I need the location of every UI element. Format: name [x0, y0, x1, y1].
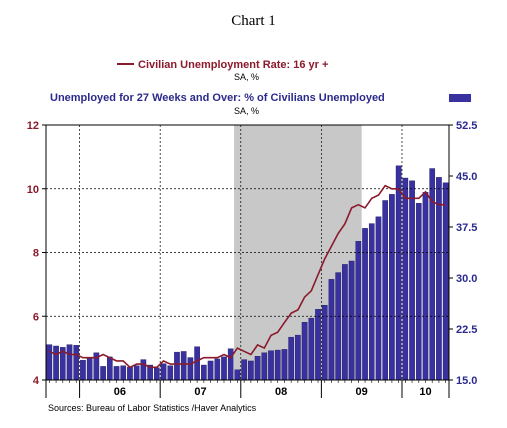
chart-title: Chart 1 [231, 13, 276, 29]
x-tick-label: 10 [419, 386, 431, 398]
bar-2008-05 [268, 350, 274, 381]
bar-2007-11 [227, 348, 234, 381]
x-axis: 06 07 08 09 10 [45, 380, 450, 398]
x-tick-label: 09 [356, 386, 368, 398]
left-tick-label: 10 [27, 184, 39, 196]
bar-2007-12 [234, 369, 241, 381]
bar-2008-12 [315, 309, 321, 381]
bar-2010-04 [422, 192, 429, 381]
bar-2006-12 [154, 367, 160, 381]
bar-2006-04 [100, 366, 106, 381]
unemployment-rate-line [49, 184, 446, 369]
bar-2005-12 [73, 345, 80, 381]
bar-2006-09 [133, 365, 140, 381]
bar-2006-07 [120, 365, 127, 381]
bar-2008-06 [274, 349, 281, 381]
bar-2008-11 [308, 317, 315, 381]
bars-layer [46, 165, 449, 381]
bar-2009-12 [395, 165, 402, 381]
bar-2008-02 [248, 360, 254, 381]
bar-2009-10 [382, 200, 389, 381]
legend-bar-label: Unemployed for 27 Weeks and Over: % of C… [50, 92, 385, 104]
bar-2005-08 [46, 344, 53, 381]
bar-2010-02 [409, 180, 415, 381]
bar-2007-05 [187, 357, 194, 381]
bar-2008-03 [254, 356, 261, 381]
right-tick-label: 15.0 [456, 375, 477, 387]
legend-bar-swatch [449, 94, 471, 102]
bar-2009-11 [389, 194, 395, 381]
bar-2007-02 [167, 365, 174, 381]
right-tick-label: 45.0 [456, 171, 477, 183]
bar-2008-09 [295, 334, 301, 381]
bar-2010-07 [442, 182, 449, 381]
bar-2008-10 [301, 322, 308, 381]
bar-2007-08 [207, 360, 214, 381]
bar-2007-04 [180, 351, 187, 381]
right-tick-label: 22.5 [456, 324, 477, 336]
bar-2009-05 [348, 260, 355, 381]
bar-2010-06 [436, 177, 442, 381]
bar-2006-02 [86, 357, 93, 381]
source-note: Sources: Bureau of Labor Statistics /Hav… [48, 403, 257, 413]
bar-2006-10 [140, 359, 147, 381]
left-axis: 4 6 8 10 12 [27, 120, 46, 387]
legend-line-units: SA, % [234, 72, 259, 82]
bar-2007-09 [214, 358, 221, 381]
x-tick-label: 06 [114, 386, 126, 398]
bar-2006-06 [113, 366, 120, 381]
bar-2010-03 [415, 202, 422, 381]
left-tick-label: 8 [33, 248, 39, 260]
bar-2009-07 [362, 228, 368, 381]
bar-2006-05 [106, 356, 113, 381]
bar-2006-01 [80, 360, 86, 381]
bar-2009-08 [368, 223, 375, 381]
bar-2007-06 [194, 346, 200, 381]
bar-2009-02 [328, 279, 335, 381]
x-tick-label: 08 [275, 386, 287, 398]
right-tick-label: 30.0 [456, 273, 477, 285]
bar-2007-01 [160, 363, 167, 381]
bar-2005-09 [53, 345, 59, 381]
legend: Civilian Unemployment Rate: 16 yr + SA, … [50, 59, 471, 116]
bar-2006-08 [127, 366, 133, 381]
right-tick-label: 37.5 [456, 222, 477, 234]
bar-2008-07 [281, 349, 288, 381]
bar-2009-04 [342, 264, 348, 381]
bar-2010-01 [402, 177, 409, 381]
legend-line-label: Civilian Unemployment Rate: 16 yr + [138, 59, 328, 71]
left-tick-label: 12 [27, 120, 39, 132]
bar-2009-03 [335, 272, 341, 381]
grid-layer [46, 125, 449, 380]
bar-2007-10 [221, 356, 227, 381]
left-tick-label: 6 [33, 311, 39, 323]
bar-2009-09 [375, 216, 382, 381]
right-axis: 15.0 22.5 30.0 37.5 45.0 52.5 [449, 120, 477, 387]
bar-2008-04 [261, 352, 268, 381]
bar-2007-07 [201, 364, 207, 381]
bar-2007-03 [174, 351, 180, 381]
bar-2009-06 [355, 241, 362, 381]
x-tick-label: 07 [194, 386, 206, 398]
bar-2008-01 [241, 359, 247, 381]
legend-bar-units: SA, % [234, 106, 259, 116]
left-tick-label: 4 [33, 375, 40, 387]
bar-2005-11 [66, 344, 73, 381]
right-tick-label: 52.5 [456, 120, 477, 132]
bar-2008-08 [288, 336, 294, 381]
line-layer [49, 184, 446, 369]
